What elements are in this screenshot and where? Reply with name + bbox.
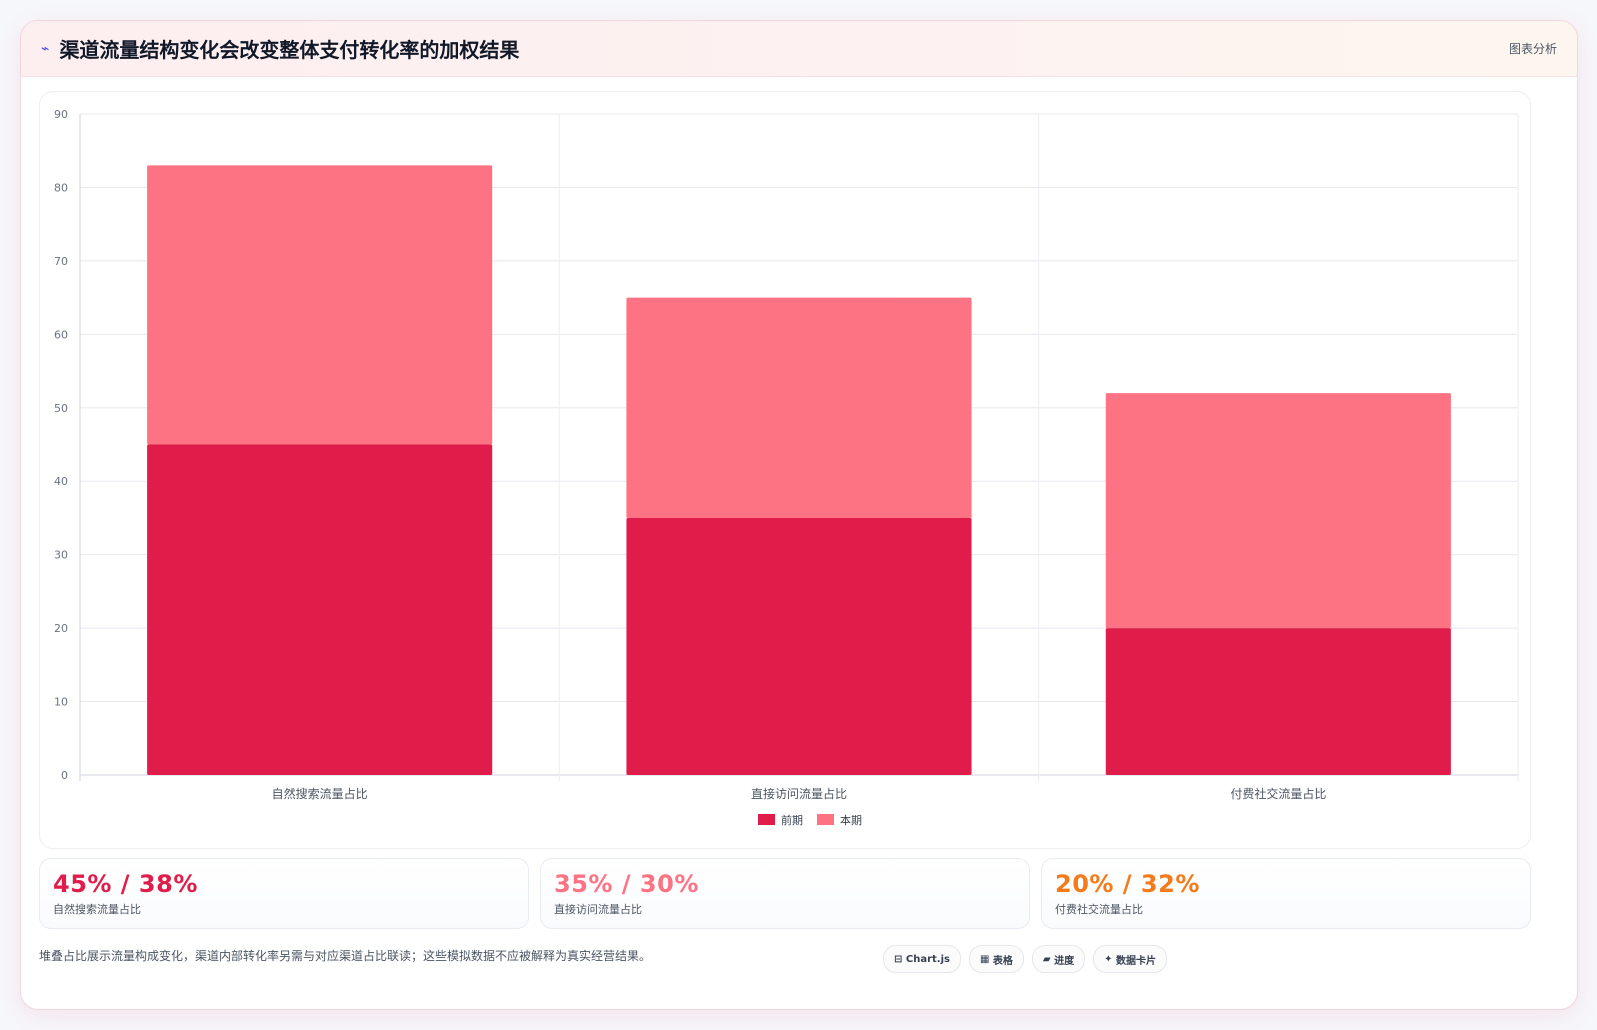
- chip-chartjs[interactable]: ⊟ Chart.js: [883, 945, 961, 973]
- y-tick-label: 50: [54, 402, 68, 415]
- bar-前期: [626, 517, 972, 775]
- card-header: ⌁ 渠道流量结构变化会改变整体支付转化率的加权结果 图表分析: [21, 21, 1577, 77]
- legend-swatch: [817, 814, 834, 825]
- y-tick-label: 60: [54, 328, 68, 341]
- stacked-bar-chart: 0 10 20 30 40 50 60 70 80 90 自然搜索流量占比 直接访问流量占比 付费社交流…: [54, 108, 1519, 827]
- chip-table[interactable]: ▦ 表格: [968, 945, 1024, 973]
- chart-container: 0 10 20 30 40 50 60 70 80 90 自然搜索流量占比 直接访问流量占比 付费社交流…: [39, 91, 1531, 849]
- lightning-icon: ⌁: [41, 40, 50, 57]
- stat-value: 35% / 30%: [554, 870, 699, 898]
- progress-icon: ▰: [1042, 953, 1051, 965]
- y-tick-label: 10: [54, 696, 68, 709]
- legend-label: 前期: [781, 813, 803, 827]
- y-tick-label: 20: [54, 622, 68, 635]
- stat-card: 20% / 32% 付费社交流量占比: [1041, 858, 1531, 929]
- stat-label: 自然搜索流量占比: [53, 903, 141, 916]
- sparkle-icon: ✦: [1104, 953, 1113, 965]
- stat-cards: 45% / 38% 自然搜索流量占比 35% / 30% 直接访问流量占比 20…: [39, 858, 1531, 929]
- chip-label: Chart.js: [905, 953, 950, 965]
- chip-label: 表格: [992, 955, 1013, 967]
- chart-card: ⌁ 渠道流量结构变化会改变整体支付转化率的加权结果 图表分析 0 10 20 30 40…: [20, 20, 1578, 1010]
- chart-analysis-tag[interactable]: 图表分析: [1508, 42, 1557, 56]
- chip-data-card[interactable]: ✦ 数据卡片: [1093, 945, 1167, 973]
- footer: 堆叠占比展示流量构成变化，渠道内部转化率另需与对应渠道占比联读；这些模拟数据不应…: [39, 941, 1531, 975]
- x-tick-label: 自然搜索流量占比: [272, 786, 368, 801]
- chart-title: 渠道流量结构变化会改变整体支付转化率的加权结果: [59, 38, 520, 62]
- chip-label: 数据卡片: [1115, 955, 1156, 967]
- stat-card: 35% / 30% 直接访问流量占比: [540, 858, 1030, 929]
- chip-label: 进度: [1054, 955, 1075, 967]
- y-tick-label: 80: [54, 181, 68, 194]
- chip-progress[interactable]: ▰ 进度: [1031, 945, 1086, 973]
- bar-前期: [147, 444, 493, 775]
- footer-note: 堆叠占比展示流量构成变化，渠道内部转化率另需与对应渠道占比联读；这些模拟数据不应…: [39, 949, 652, 963]
- x-tick-label: 付费社交流量占比: [1230, 786, 1326, 801]
- table-icon: ▦: [979, 953, 990, 965]
- bar-本期: [1105, 393, 1451, 629]
- bar-本期: [626, 297, 972, 518]
- stat-card: 45% / 38% 自然搜索流量占比: [39, 858, 529, 929]
- y-tick-label: 90: [54, 108, 68, 121]
- chart-icon: ⊟: [894, 953, 903, 965]
- y-tick-label: 70: [54, 255, 68, 268]
- stat-label: 付费社交流量占比: [1055, 903, 1143, 916]
- y-tick-label: 40: [54, 475, 68, 488]
- chip-group: ⊟ Chart.js ▦ 表格 ▰ 进度 ✦ 数据卡片: [883, 945, 1167, 973]
- stat-label: 直接访问流量占比: [554, 903, 642, 916]
- bar-本期: [147, 165, 493, 445]
- stat-value: 20% / 32%: [1055, 870, 1200, 898]
- bar-前期: [1105, 628, 1451, 775]
- y-tick-label: 30: [54, 549, 68, 562]
- x-tick-label: 直接访问流量占比: [751, 786, 847, 801]
- y-tick-label: 0: [61, 769, 68, 782]
- legend-swatch: [758, 814, 775, 825]
- stat-value: 45% / 38%: [53, 870, 198, 898]
- legend-label: 本期: [840, 813, 862, 827]
